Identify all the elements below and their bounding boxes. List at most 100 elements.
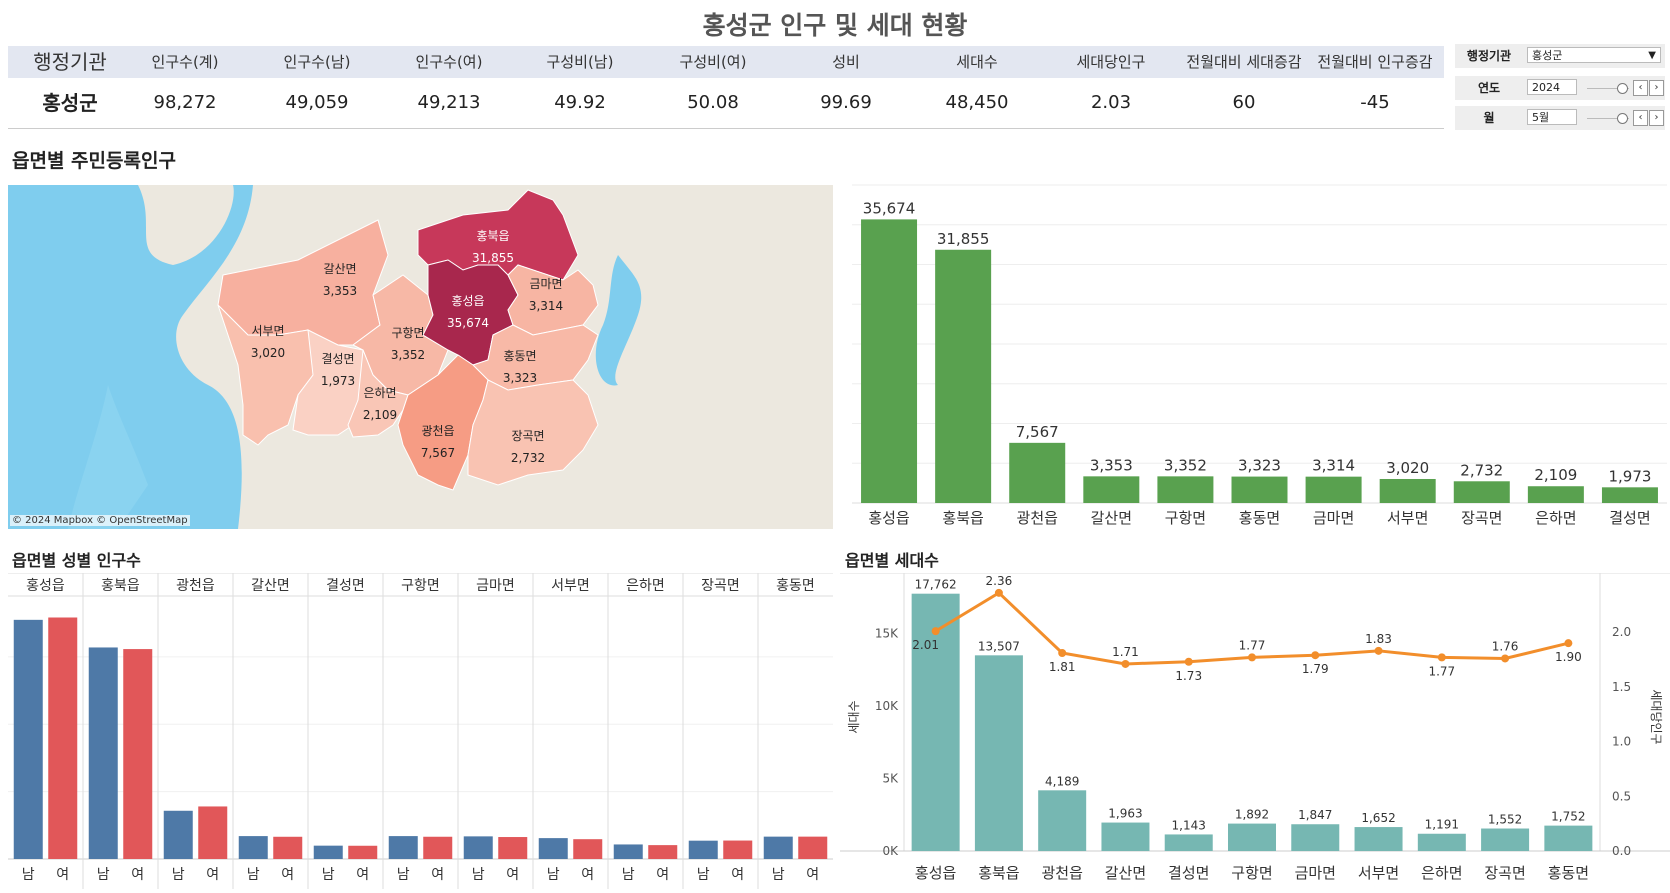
population-bar[interactable] (1379, 478, 1436, 503)
gender-sub-label: 남 (22, 867, 35, 883)
gender-bar[interactable] (498, 837, 528, 859)
chevron-left-icon[interactable]: ‹ (1633, 80, 1648, 96)
kpi-header-cell: 세대당인구 (1076, 53, 1146, 71)
gender-bar[interactable] (198, 806, 228, 859)
persons-per-household-point[interactable] (1311, 651, 1320, 660)
gender-bar[interactable] (763, 836, 793, 859)
chevron-down-icon[interactable]: ▼ (1648, 50, 1656, 61)
persons-per-household-point[interactable] (1121, 659, 1130, 668)
household-bar-label: 1,892 (1235, 808, 1269, 822)
kpi-value-cell: 49,213 (417, 92, 481, 113)
population-bar[interactable] (1601, 487, 1658, 503)
gender-bar[interactable] (163, 810, 193, 859)
filter-agency[interactable]: 행정기관 홍성군 ▼ (1455, 44, 1665, 68)
gender-sub-label: 남 (622, 867, 635, 883)
household-bar[interactable] (911, 593, 960, 851)
population-bar-label: 2,109 (1534, 466, 1577, 484)
persons-per-household-point[interactable] (1058, 649, 1067, 658)
household-bar[interactable] (1417, 833, 1466, 851)
gender-sub-label: 남 (322, 867, 335, 883)
population-bar-label: 2,732 (1460, 461, 1503, 479)
gender-bar[interactable] (13, 619, 43, 859)
gender-bar[interactable] (798, 836, 828, 859)
gender-bar[interactable] (388, 836, 418, 859)
map-attribution[interactable]: © 2024 Mapbox © OpenStreetMap (10, 515, 190, 526)
household-category-label: 금마면 (1295, 864, 1336, 882)
year-slider-track[interactable] (1587, 88, 1629, 89)
population-bar[interactable] (935, 249, 992, 503)
gender-bar[interactable] (648, 845, 678, 859)
household-bar[interactable] (1544, 825, 1593, 851)
gender-bar[interactable] (313, 845, 343, 859)
gender-bar[interactable] (238, 836, 268, 859)
population-bar[interactable] (1009, 442, 1066, 503)
persons-per-household-point[interactable] (1564, 639, 1573, 648)
persons-per-household-label: 2.36 (986, 574, 1013, 588)
month-value: 5월 (1532, 111, 1550, 124)
persons-per-household-point[interactable] (1501, 654, 1510, 663)
household-category-label: 광천읍 (1041, 864, 1082, 882)
bay-water (68, 385, 148, 529)
household-bar[interactable] (974, 655, 1023, 851)
gender-bar[interactable] (273, 836, 303, 859)
chevron-right-icon[interactable]: › (1649, 110, 1664, 126)
persons-per-household-point[interactable] (1437, 653, 1446, 662)
persons-per-household-point[interactable] (1184, 657, 1193, 666)
chevron-right-icon[interactable]: › (1649, 80, 1664, 96)
household-bar[interactable] (1481, 828, 1530, 851)
gender-sub-label: 남 (397, 867, 410, 883)
gender-bar[interactable] (573, 839, 603, 859)
persons-per-household-point[interactable] (1248, 653, 1256, 662)
gender-bar[interactable] (48, 617, 78, 859)
gender-bar[interactable] (88, 647, 118, 859)
household-bar-label: 4,189 (1045, 774, 1079, 788)
household-bar[interactable] (1038, 790, 1087, 851)
filter-year[interactable]: 연도 2024 ‹ › (1455, 76, 1665, 100)
kpi-value-cell: 50.08 (687, 92, 739, 113)
household-bar[interactable] (1228, 823, 1276, 851)
household-bar[interactable] (1164, 834, 1213, 851)
kpi-header-cell: 성비 (832, 53, 860, 71)
population-bar[interactable] (861, 219, 918, 503)
region-map[interactable]: 홍북읍 31,855 갈산면 3,353 금마면 3,314 홍성읍 35,674 서부면 3,0… (8, 185, 833, 529)
agency-dropdown[interactable]: 홍성군 ▼ (1527, 47, 1661, 63)
month-slider-handle[interactable] (1617, 113, 1628, 124)
gender-bar[interactable] (538, 838, 568, 859)
gender-sub-label: 여 (56, 867, 69, 883)
gender-sub-label: 여 (581, 867, 594, 883)
gender-bar[interactable] (463, 836, 493, 859)
month-input[interactable]: 5월 (1527, 109, 1577, 125)
gender-bar[interactable] (723, 840, 753, 859)
household-bar[interactable] (1354, 827, 1403, 851)
year-input[interactable]: 2024 (1527, 79, 1577, 95)
persons-per-household-point[interactable] (1374, 646, 1383, 655)
household-category-label: 서부면 (1358, 864, 1399, 882)
persons-per-household-point[interactable] (994, 588, 1003, 597)
population-bar[interactable] (1231, 476, 1288, 503)
population-bar[interactable] (1305, 476, 1362, 503)
household-bar[interactable] (1101, 822, 1150, 851)
chevron-left-icon[interactable]: ‹ (1633, 110, 1648, 126)
gender-bar[interactable] (123, 649, 153, 859)
population-bar[interactable] (1083, 476, 1140, 503)
population-bar[interactable] (1157, 476, 1214, 503)
kpi-header-cell: 인구수(계) (151, 53, 219, 71)
gender-sub-label: 여 (806, 867, 819, 883)
gender-bar[interactable] (348, 845, 378, 859)
year-value: 2024 (1532, 81, 1560, 94)
filter-month[interactable]: 월 5월 ‹ › (1455, 106, 1665, 130)
household-bar-label: 13,507 (978, 639, 1020, 653)
kpi-header-cell: 세대수 (956, 53, 998, 71)
household-bar[interactable] (1291, 824, 1340, 851)
persons-per-household-point[interactable] (931, 627, 940, 636)
gender-panel-header: 구항면 (401, 578, 440, 594)
population-bar[interactable] (1527, 486, 1584, 503)
month-slider-track[interactable] (1587, 118, 1629, 119)
map-region-name: 서부면 (251, 324, 284, 338)
population-bar[interactable] (1453, 481, 1510, 503)
gender-bar[interactable] (613, 844, 643, 859)
year-slider-handle[interactable] (1617, 83, 1628, 94)
gender-bar[interactable] (688, 840, 718, 859)
gender-bar[interactable] (423, 836, 453, 859)
kpi-header-row: 행정기관 인구수(계) 인구수(남) 인구수(여) 구성비(남) 구성비(여) 성비 세대수 세… (8, 46, 1444, 78)
